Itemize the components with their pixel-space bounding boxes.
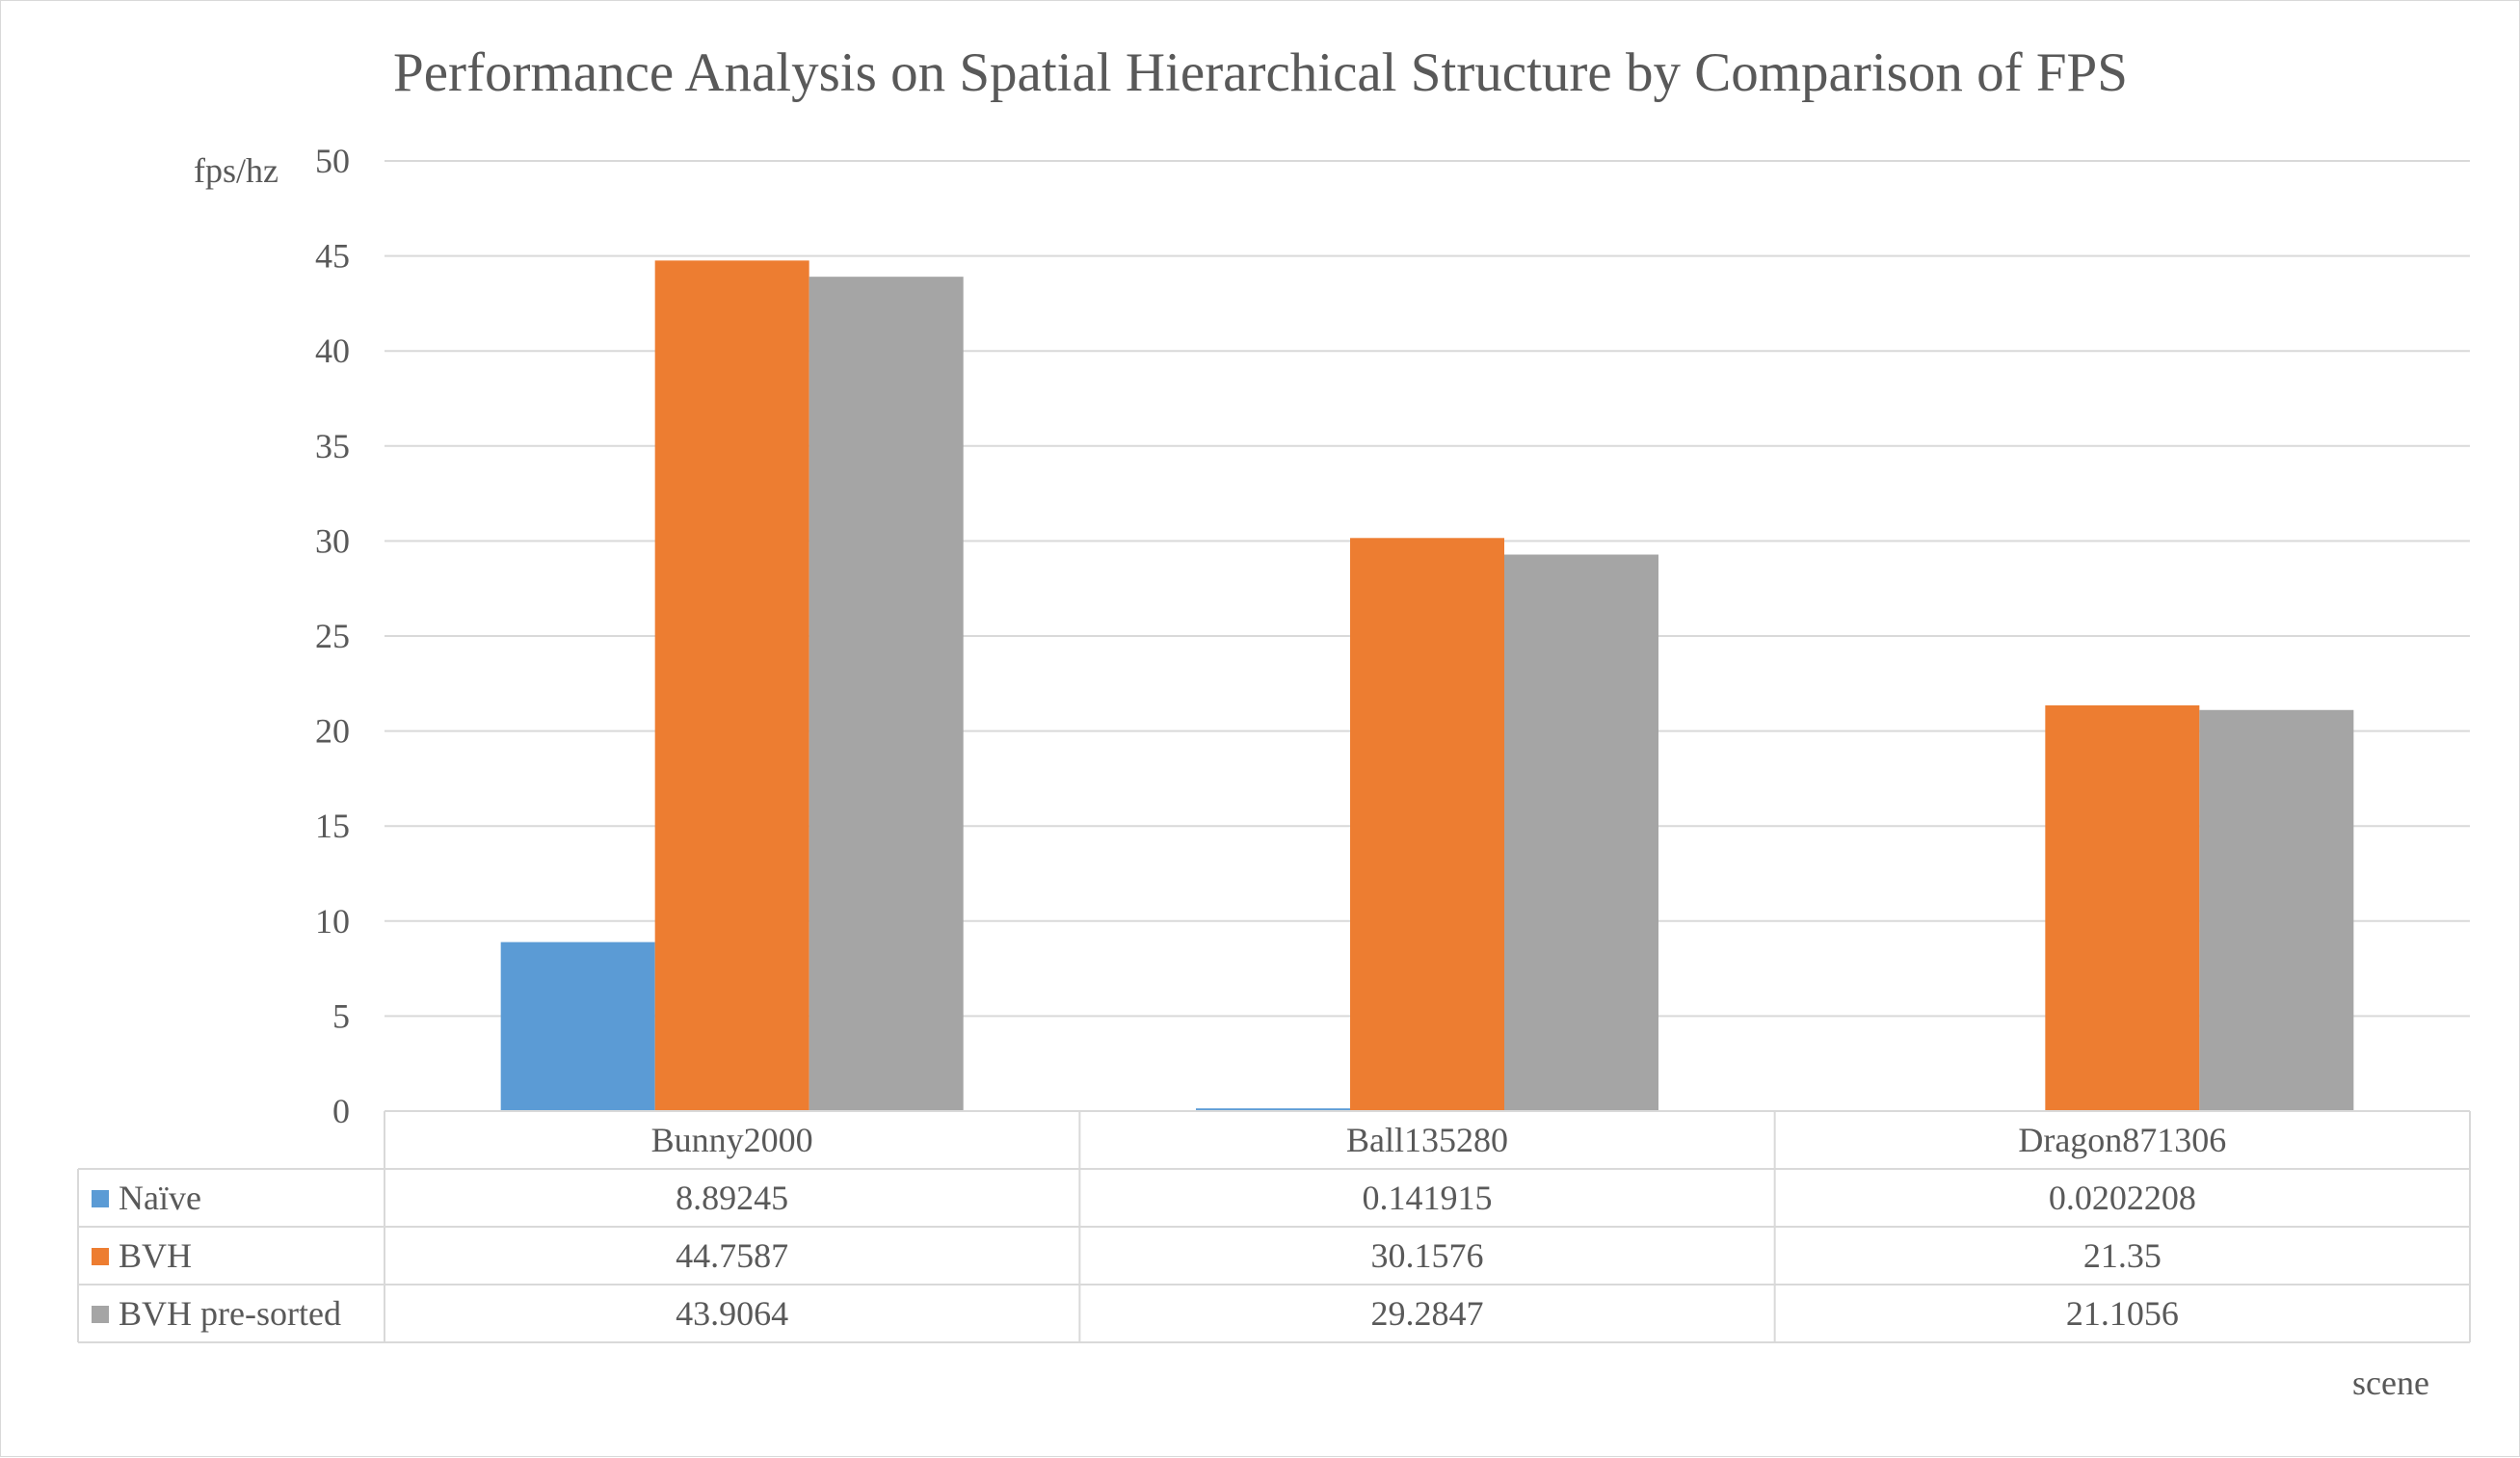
legend-key [92,1306,109,1323]
data-label: 30.1576 [1371,1236,1484,1275]
x-axis-label: scene [2352,1364,2429,1402]
data-label: 0.141915 [1363,1179,1493,1217]
legend-entry: BVH [119,1236,192,1275]
bar-na-ve-bunny2000 [500,941,655,1111]
legend-key [92,1248,109,1265]
data-table: Bunny2000 Ball135280 Dragon871306 Naïve 8.89… [77,1110,2471,1343]
y-tick-label: 50 [315,142,350,180]
y-tick-label: 40 [315,331,350,370]
y-axis-ticks: 0 5 10 15 20 25 30 35 40 45 50 [315,142,350,1130]
data-label: 21.35 [2083,1236,2162,1275]
data-label: 29.2847 [1371,1294,1484,1333]
legend-entry: BVH pre-sorted [119,1294,341,1333]
bar-bvh-ball135280 [1350,538,1504,1111]
bar-bvh-dragon871306 [2045,704,2200,1111]
data-label: 8.89245 [676,1179,788,1217]
y-tick-label: 10 [315,902,350,941]
x-tick-label: Dragon871306 [2018,1121,2226,1159]
data-label: 0.0202208 [2049,1179,2196,1217]
data-label: 21.1056 [2066,1294,2179,1333]
y-tick-label: 25 [315,617,350,655]
x-tick-label: Bunny2000 [651,1121,813,1159]
y-tick-label: 0 [332,1092,350,1130]
y-tick-label: 20 [315,712,350,751]
legend-key [92,1190,109,1207]
y-tick-label: 35 [315,427,350,465]
data-label: 44.7587 [676,1236,788,1275]
bar-bvh-pre-sorted-ball135280 [1504,554,1658,1111]
bar-bvh-pre-sorted-bunny2000 [809,277,964,1112]
bar-bvh-bunny2000 [654,260,809,1112]
bar-na-ve-ball135280 [1196,1108,1350,1111]
y-tick-label: 45 [315,237,350,276]
y-axis-label: fps/hz [194,151,279,190]
y-tick-label: 15 [315,807,350,845]
bar-bvh-pre-sorted-dragon871306 [2199,709,2354,1111]
y-tick-label: 30 [315,521,350,560]
data-label: 43.9064 [676,1294,788,1333]
chart-title: Performance Analysis on Spatial Hierarch… [393,42,2128,103]
bars [500,260,2354,1112]
x-tick-label: Ball135280 [1346,1121,1508,1159]
legend-entry: Naïve [119,1179,201,1217]
y-tick-label: 5 [332,996,350,1035]
